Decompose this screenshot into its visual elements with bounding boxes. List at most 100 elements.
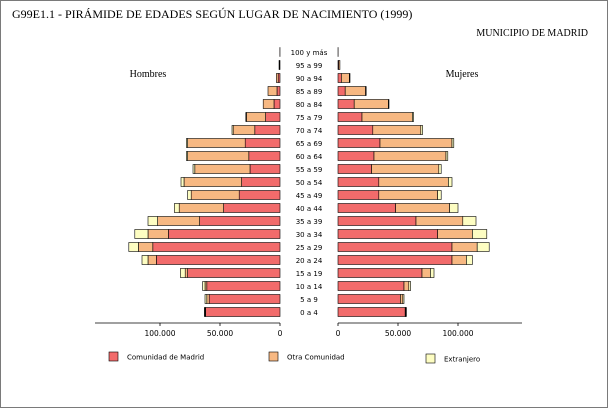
female-bar-extranjero: [462, 216, 477, 226]
female-bar-extranjero: [430, 268, 435, 278]
age-group-label: 20 a 24: [296, 257, 323, 265]
female-bar-madrid: [337, 255, 453, 265]
left-tick-label: 50.000: [207, 329, 233, 338]
male-bar-madrid: [187, 268, 281, 278]
left-tick-label: 100.000: [144, 329, 175, 338]
male-bar-extranjero: [128, 242, 139, 252]
legend-label-madrid: Comunidad de Madrid: [127, 354, 204, 362]
female-bar-madrid: [337, 203, 396, 213]
male-bar-madrid: [208, 294, 281, 304]
female-bar-madrid: [337, 177, 380, 187]
male-bar-otra: [190, 190, 240, 200]
age-group-label: 60 a 64: [296, 153, 323, 161]
age-group-label: 70 a 74: [296, 127, 323, 135]
male-bar-extranjero: [186, 151, 188, 161]
female-bar-madrid: [337, 190, 380, 200]
male-bar-otra: [147, 255, 157, 265]
women-label: Mujeres: [446, 69, 479, 80]
male-bar-otra: [187, 138, 246, 148]
female-bar-otra: [403, 281, 410, 291]
male-bar-otra: [183, 177, 242, 187]
male-bar-extranjero: [180, 177, 185, 187]
female-bar-madrid: [337, 281, 405, 291]
female-bar-madrid: [337, 164, 372, 174]
left-tick-label: 0: [278, 329, 283, 338]
age-group-label: 95 a 99: [296, 62, 323, 70]
male-bar-extranjero: [186, 138, 188, 148]
age-group-labels: 100 y más 95 a 99 90 a 94 85 a 89 80 a 84 75 …: [291, 49, 328, 317]
female-bar-extranjero: [451, 138, 455, 148]
male-bar-madrid: [199, 216, 281, 226]
male-bar-otra: [262, 99, 275, 109]
age-group-label: 80 a 84: [296, 101, 323, 109]
female-bar-otra: [400, 294, 404, 304]
female-bar-otra: [421, 268, 431, 278]
legend: Comunidad de Madrid Otra Comunidad Extranj…: [108, 351, 480, 364]
male-bar-madrid: [168, 229, 281, 239]
male-bar-madrid: [276, 86, 281, 96]
page-title: G99E1.1 - PIRÁMIDE DE EDADES SEGÚN LUGAR…: [12, 7, 413, 21]
age-group-label: 15 a 19: [296, 270, 323, 278]
female-bar-extranjero: [448, 177, 453, 187]
male-bar-otra: [276, 73, 279, 83]
male-bar-madrid: [152, 242, 281, 252]
male-bar-otra: [138, 242, 154, 252]
male-bar-extranjero: [245, 112, 247, 122]
female-bar-madrid: [337, 112, 363, 122]
male-bar-otra: [206, 294, 210, 304]
female-bar-extranjero: [405, 307, 407, 317]
age-group-label: 90 a 94: [296, 75, 323, 83]
age-group-label: 85 a 89: [296, 88, 323, 96]
male-bar-madrid: [205, 307, 281, 317]
age-group-label: 30 a 34: [296, 231, 323, 239]
female-bar-extranjero: [402, 294, 405, 304]
male-bar-otra: [184, 268, 188, 278]
female-bar-extranjero: [449, 203, 459, 213]
age-group-label: 65 a 69: [296, 140, 323, 148]
male-bar-extranjero: [141, 255, 149, 265]
age-group-label: 5 a 9: [300, 296, 318, 304]
female-bar-madrid: [337, 216, 417, 226]
female-bar-otra: [437, 229, 473, 239]
legend-label-otra: Otra Comunidad: [287, 354, 345, 362]
age-group-label: 10 a 14: [296, 283, 323, 291]
male-bar-otra: [147, 229, 169, 239]
female-bar-madrid: [337, 307, 406, 317]
female-bar-madrid: [337, 268, 423, 278]
male-bar-otra: [232, 125, 256, 135]
female-bar-extranjero: [420, 125, 423, 135]
age-group-label: 100 y más: [291, 49, 328, 57]
male-bar-madrid: [238, 190, 281, 200]
female-bar-extranjero: [412, 112, 414, 122]
female-bar-extranjero: [472, 229, 488, 239]
female-bar-extranjero: [466, 255, 473, 265]
female-bar-madrid: [337, 138, 381, 148]
male-bar-extranjero: [134, 229, 149, 239]
male-bar-madrid: [248, 151, 281, 161]
female-bar-extranjero: [437, 190, 442, 200]
municipality-label: MUNICIPIO DE MADRID: [476, 28, 588, 39]
male-bar-madrid: [223, 203, 281, 213]
male-bar-otra: [246, 112, 266, 122]
legend-swatch-extranjero: [425, 353, 436, 364]
male-bar-extranjero: [204, 294, 208, 304]
age-group-label: 50 a 54: [296, 179, 323, 187]
female-bar-otra: [379, 138, 453, 148]
female-bar-madrid: [337, 294, 401, 304]
male-bar-madrid: [249, 164, 281, 174]
female-bar-otra: [378, 190, 438, 200]
male-bars: [128, 47, 281, 317]
male-bar-extranjero: [174, 203, 180, 213]
female-bar-madrid: [337, 229, 438, 239]
legend-swatch-otra: [268, 351, 279, 362]
female-bars: [337, 47, 490, 317]
right-tick-label: 100.000: [442, 329, 473, 338]
female-bar-otra: [361, 112, 413, 122]
female-bar-otra: [338, 60, 341, 70]
female-bar-madrid: [337, 151, 375, 161]
female-bar-otra: [371, 164, 440, 174]
female-bar-otra: [451, 255, 467, 265]
male-bar-otra: [194, 164, 251, 174]
female-bar-madrid: [337, 86, 346, 96]
